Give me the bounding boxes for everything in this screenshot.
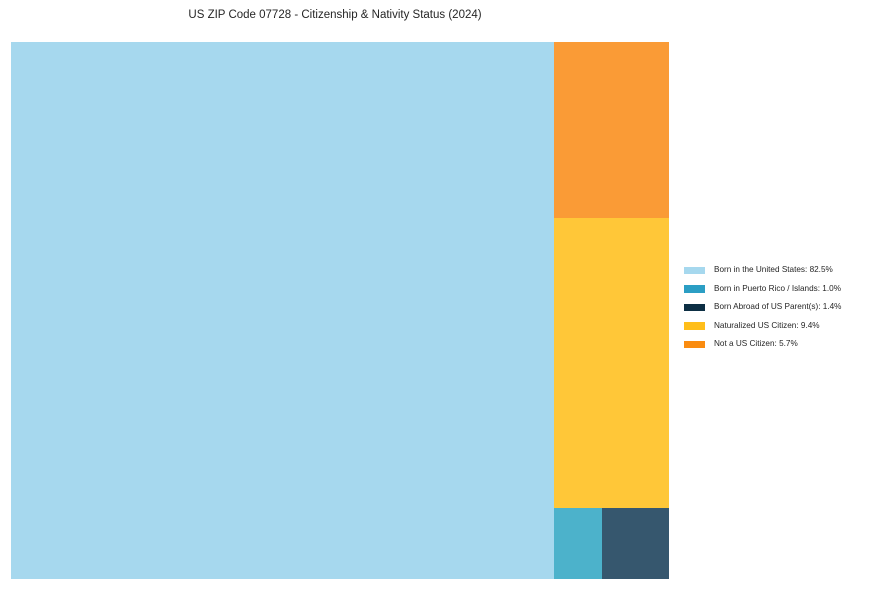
legend-swatch-icon bbox=[684, 340, 705, 349]
legend-item[interactable]: Naturalized US Citizen: 9.4% bbox=[684, 319, 884, 338]
legend-swatch-icon bbox=[684, 322, 705, 330]
legend: Born in the United States: 82.5% Born in… bbox=[684, 263, 884, 356]
legend-swatch-icon bbox=[684, 285, 705, 293]
legend-item[interactable]: Born in the United States: 82.5% bbox=[684, 263, 884, 282]
legend-item[interactable]: Born Abroad of US Parent(s): 1.4% bbox=[684, 300, 884, 319]
treemap-tile-born-abroad-of-us-parents[interactable] bbox=[602, 508, 669, 579]
legend-swatch-icon bbox=[684, 266, 705, 274]
legend-item-label: Born in the United States: 82.5% bbox=[714, 265, 833, 274]
legend-swatch-icon bbox=[684, 303, 705, 312]
treemap-tile-born-in-puerto-rico-islands[interactable] bbox=[554, 508, 602, 579]
treemap-tile-not-a-us-citizen[interactable] bbox=[554, 42, 669, 218]
legend-item-label: Not a US Citizen: 5.7% bbox=[714, 339, 798, 349]
legend-item[interactable]: Not a US Citizen: 5.7% bbox=[684, 337, 884, 356]
chart-title: US ZIP Code 07728 - Citizenship & Nativi… bbox=[188, 9, 482, 21]
legend-item[interactable]: Born in Puerto Rico / Islands: 1.0% bbox=[684, 282, 884, 301]
legend-item-label: Born in Puerto Rico / Islands: 1.0% bbox=[714, 283, 841, 293]
legend-item-label: Naturalized US Citizen: 9.4% bbox=[714, 320, 820, 330]
treemap-tile-born-in-the-united-states[interactable] bbox=[11, 42, 554, 579]
treemap-plot-area bbox=[11, 42, 669, 579]
legend-item-label: Born Abroad of US Parent(s): 1.4% bbox=[714, 302, 842, 312]
treemap-tile-naturalized-us-citizen[interactable] bbox=[554, 218, 669, 508]
